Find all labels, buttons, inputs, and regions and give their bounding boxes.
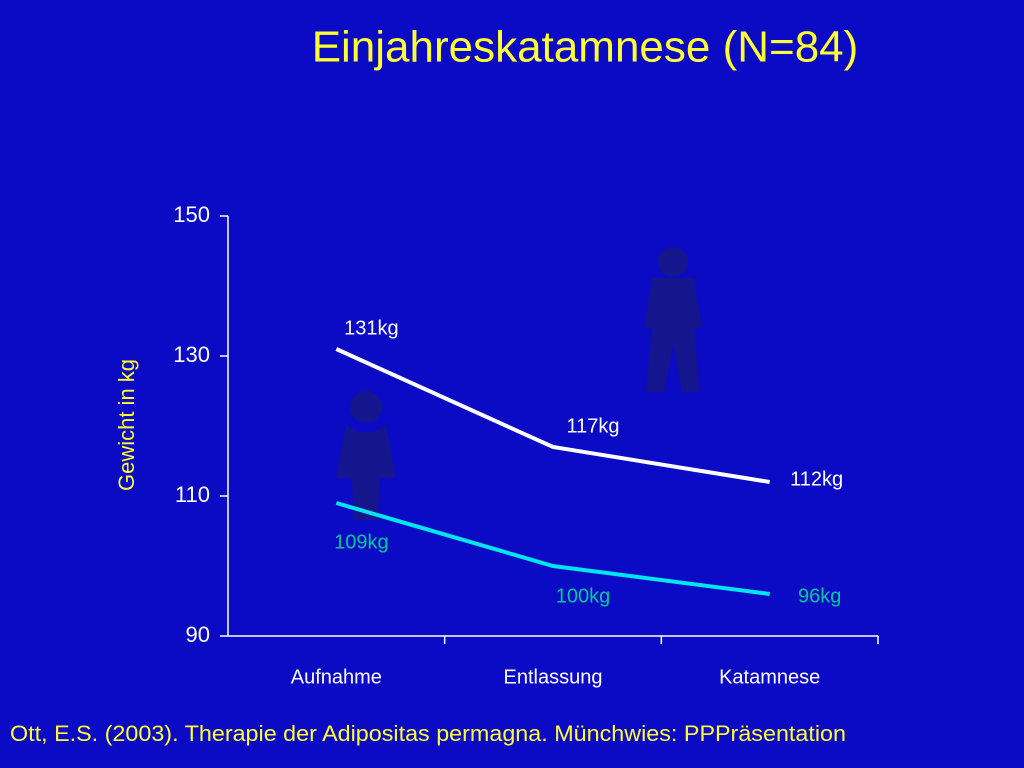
data-label: 109kg (334, 531, 389, 553)
data-label: 96kg (798, 585, 841, 607)
x-tick-label: Katamnese (719, 666, 820, 688)
y-tick-label: 110 (175, 482, 210, 507)
chart-title: Einjahreskatamnese (N=84) (312, 23, 859, 72)
series-line (335, 501, 770, 596)
x-tick-label: Aufnahme (291, 666, 382, 688)
woman-figure (336, 391, 396, 520)
series-line (335, 347, 770, 484)
data-label: 100kg (556, 585, 611, 607)
data-label: 112kg (790, 468, 843, 490)
y-tick-label: 130 (173, 342, 210, 367)
x-tick-label: Entlassung (504, 666, 603, 688)
source-note: Ott, E.S. (2003). Therapie der Adiposita… (10, 721, 846, 746)
y-tick-label: 90 (186, 622, 210, 647)
y-axis-label: Gewicht in kg (114, 359, 139, 491)
data-label: 117kg (566, 415, 619, 437)
y-tick-label: 150 (173, 202, 210, 227)
data-label: 131kg (344, 317, 399, 339)
man-figure (644, 247, 702, 392)
